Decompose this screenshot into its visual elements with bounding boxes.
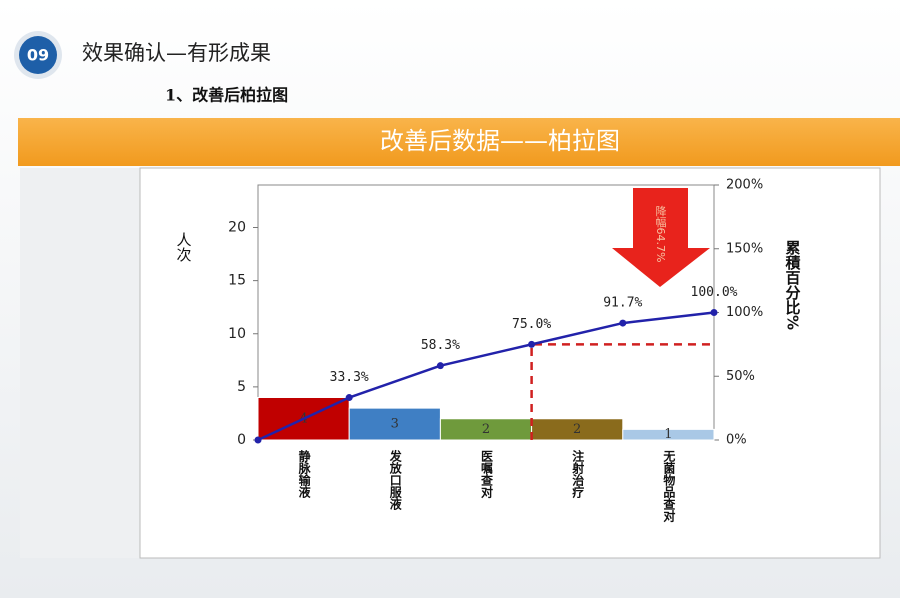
x-tick-label: 注射治疗 — [571, 449, 585, 499]
y2-axis-title: 累積百分比% — [784, 240, 802, 330]
slide-title: 效果确认—有形成果 — [82, 41, 271, 65]
bar-value-label: 2 — [482, 422, 490, 437]
badge-number: 09 — [27, 46, 49, 65]
cumulative-point — [345, 394, 353, 402]
cumulative-point — [254, 436, 262, 444]
y-tick-label: 0 — [237, 432, 246, 448]
banner-text: 改善后数据——柏拉图 — [380, 127, 620, 155]
banner — [18, 118, 900, 166]
y2-tick-label: 50% — [726, 369, 755, 384]
cumulative-line — [257, 311, 715, 442]
cumulative-label: 91.7% — [603, 296, 642, 311]
y2-tick-label: 200% — [726, 178, 763, 193]
y2-tick-label: 0% — [726, 433, 747, 448]
x-tick-label: 医嘱查对 — [480, 450, 494, 499]
arrow — [612, 188, 710, 287]
y-tick-label: 5 — [237, 379, 246, 395]
x-tick-label: 静脉输液 — [297, 449, 311, 499]
chart-frame — [139, 167, 881, 559]
y-tick-label: 10 — [228, 326, 246, 342]
cumulative-point — [710, 309, 718, 316]
reference-line — [530, 343, 714, 440]
bar-value-label: 1 — [664, 427, 672, 442]
y2-tick-label: 100% — [726, 305, 763, 320]
side-panel — [20, 168, 140, 558]
badge — [19, 36, 57, 74]
y-axis-title: 人次 — [175, 232, 193, 262]
cumulative-label: 33.3% — [330, 370, 369, 385]
x-tick-label: 发放口服液 — [388, 449, 402, 511]
x-tick-label: 无菌物品查对 — [662, 450, 676, 523]
cumulative-label: 75.0% — [512, 317, 551, 332]
bar — [622, 428, 715, 441]
bar-value-label: 3 — [391, 417, 399, 432]
cumulative-point — [528, 340, 536, 348]
bar-value-label: 2 — [573, 422, 581, 437]
y2-tick-label: 150% — [726, 241, 763, 256]
cumulative-label: 58.3% — [421, 338, 460, 353]
cumulative-label: 100.0% — [691, 285, 738, 300]
annotation: 降幅64.7% — [654, 204, 667, 262]
slide-subtitle: 1、改善后柏拉图 — [165, 86, 288, 105]
cumulative-point — [619, 319, 627, 327]
y-tick-label: 20 — [228, 220, 246, 236]
y-tick-label: 15 — [228, 273, 246, 289]
cumulative-point — [436, 362, 444, 370]
